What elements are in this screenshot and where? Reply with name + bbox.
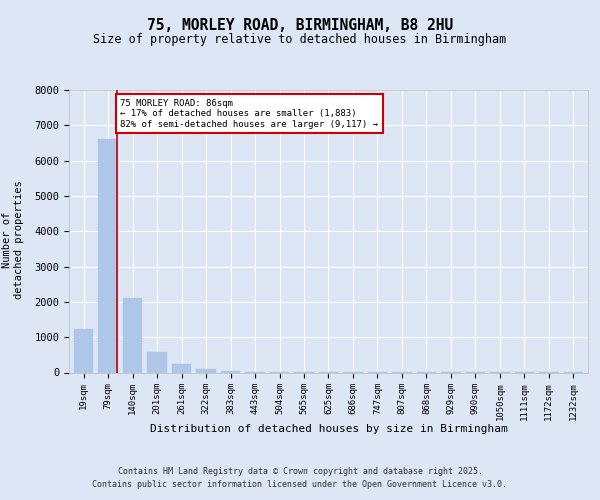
Text: 75 MORLEY ROAD: 86sqm
← 17% of detached houses are smaller (1,883)
82% of semi-d: 75 MORLEY ROAD: 86sqm ← 17% of detached … bbox=[121, 99, 379, 128]
Bar bbox=[172, 364, 191, 372]
Text: Contains public sector information licensed under the Open Government Licence v3: Contains public sector information licen… bbox=[92, 480, 508, 489]
Bar bbox=[74, 330, 94, 372]
Text: Contains HM Land Registry data © Crown copyright and database right 2025.: Contains HM Land Registry data © Crown c… bbox=[118, 467, 482, 476]
Text: Size of property relative to detached houses in Birmingham: Size of property relative to detached ho… bbox=[94, 32, 506, 46]
Bar bbox=[123, 298, 142, 372]
Text: Number of
detached properties: Number of detached properties bbox=[2, 180, 24, 300]
Bar bbox=[221, 371, 241, 372]
Bar bbox=[196, 369, 216, 372]
Bar bbox=[98, 138, 118, 372]
Text: 75, MORLEY ROAD, BIRMINGHAM, B8 2HU: 75, MORLEY ROAD, BIRMINGHAM, B8 2HU bbox=[147, 18, 453, 32]
Bar bbox=[148, 352, 167, 372]
X-axis label: Distribution of detached houses by size in Birmingham: Distribution of detached houses by size … bbox=[149, 424, 508, 434]
